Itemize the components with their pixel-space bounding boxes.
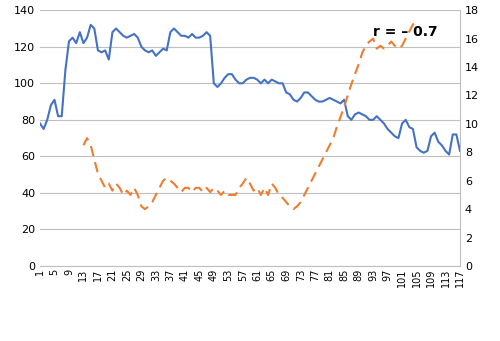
PSI (LHS) <box>37 121 43 125</box>
Google Irridex (RHS) <box>316 164 322 168</box>
PSI (LHS) <box>457 149 463 153</box>
PSI (LHS) <box>432 131 438 135</box>
Google Irridex (RHS) <box>153 193 159 197</box>
Google Irridex (RHS) <box>135 193 141 197</box>
PSI (LHS) <box>229 72 235 76</box>
Line: PSI (LHS): PSI (LHS) <box>40 25 460 154</box>
PSI (LHS) <box>88 23 94 27</box>
PSI (LHS) <box>128 34 134 38</box>
PSI (LHS) <box>120 34 126 38</box>
Google Irridex (RHS) <box>80 143 86 147</box>
PSI (LHS) <box>446 152 452 157</box>
Google Irridex (RHS) <box>250 189 256 193</box>
Line: Google Irridex (RHS): Google Irridex (RHS) <box>84 21 416 209</box>
PSI (LHS) <box>138 45 144 49</box>
Google Irridex (RHS) <box>348 82 354 86</box>
Text: r = – 0.7: r = – 0.7 <box>373 25 438 39</box>
Google Irridex (RHS) <box>142 207 148 211</box>
Google Irridex (RHS) <box>414 19 420 24</box>
Google Irridex (RHS) <box>124 189 130 193</box>
PSI (LHS) <box>153 54 159 58</box>
